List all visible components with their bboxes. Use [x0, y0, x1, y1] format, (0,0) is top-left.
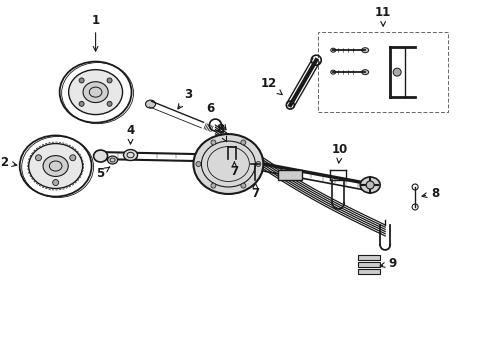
Text: 7: 7: [251, 183, 259, 200]
Circle shape: [393, 68, 401, 76]
Ellipse shape: [362, 70, 368, 75]
Text: 1: 1: [92, 14, 99, 51]
Ellipse shape: [29, 144, 83, 189]
Text: 3: 3: [178, 88, 193, 109]
Circle shape: [211, 183, 216, 188]
Ellipse shape: [108, 156, 118, 164]
Ellipse shape: [331, 48, 336, 52]
Circle shape: [52, 180, 59, 185]
Circle shape: [79, 101, 84, 106]
Circle shape: [36, 155, 42, 161]
Text: 6: 6: [206, 102, 226, 130]
Text: 9: 9: [380, 257, 396, 270]
Ellipse shape: [83, 82, 108, 103]
Text: 11: 11: [375, 6, 392, 26]
Circle shape: [241, 183, 246, 188]
Text: 4: 4: [126, 124, 135, 144]
Ellipse shape: [94, 150, 108, 162]
Circle shape: [256, 162, 261, 167]
Circle shape: [366, 181, 374, 189]
Text: 8: 8: [216, 123, 227, 142]
Bar: [318, 32, 448, 112]
Ellipse shape: [194, 134, 263, 194]
Text: 2: 2: [0, 156, 17, 169]
Ellipse shape: [43, 156, 68, 176]
Circle shape: [70, 155, 76, 161]
Ellipse shape: [146, 100, 155, 108]
Bar: [358, 269, 380, 274]
Bar: [358, 255, 380, 260]
Ellipse shape: [331, 70, 336, 74]
Ellipse shape: [360, 177, 380, 193]
Bar: [358, 262, 380, 267]
Circle shape: [107, 101, 112, 106]
Text: 5: 5: [97, 167, 110, 180]
Text: 7: 7: [230, 162, 239, 178]
Circle shape: [107, 78, 112, 83]
Circle shape: [241, 140, 246, 145]
Text: 8: 8: [422, 187, 440, 200]
Ellipse shape: [123, 149, 138, 161]
Bar: [278, 170, 302, 180]
Circle shape: [211, 140, 216, 145]
Text: 10: 10: [332, 143, 348, 163]
Circle shape: [79, 78, 84, 83]
Circle shape: [196, 162, 201, 167]
Ellipse shape: [362, 48, 368, 53]
Text: 12: 12: [260, 77, 282, 95]
Ellipse shape: [69, 70, 122, 114]
